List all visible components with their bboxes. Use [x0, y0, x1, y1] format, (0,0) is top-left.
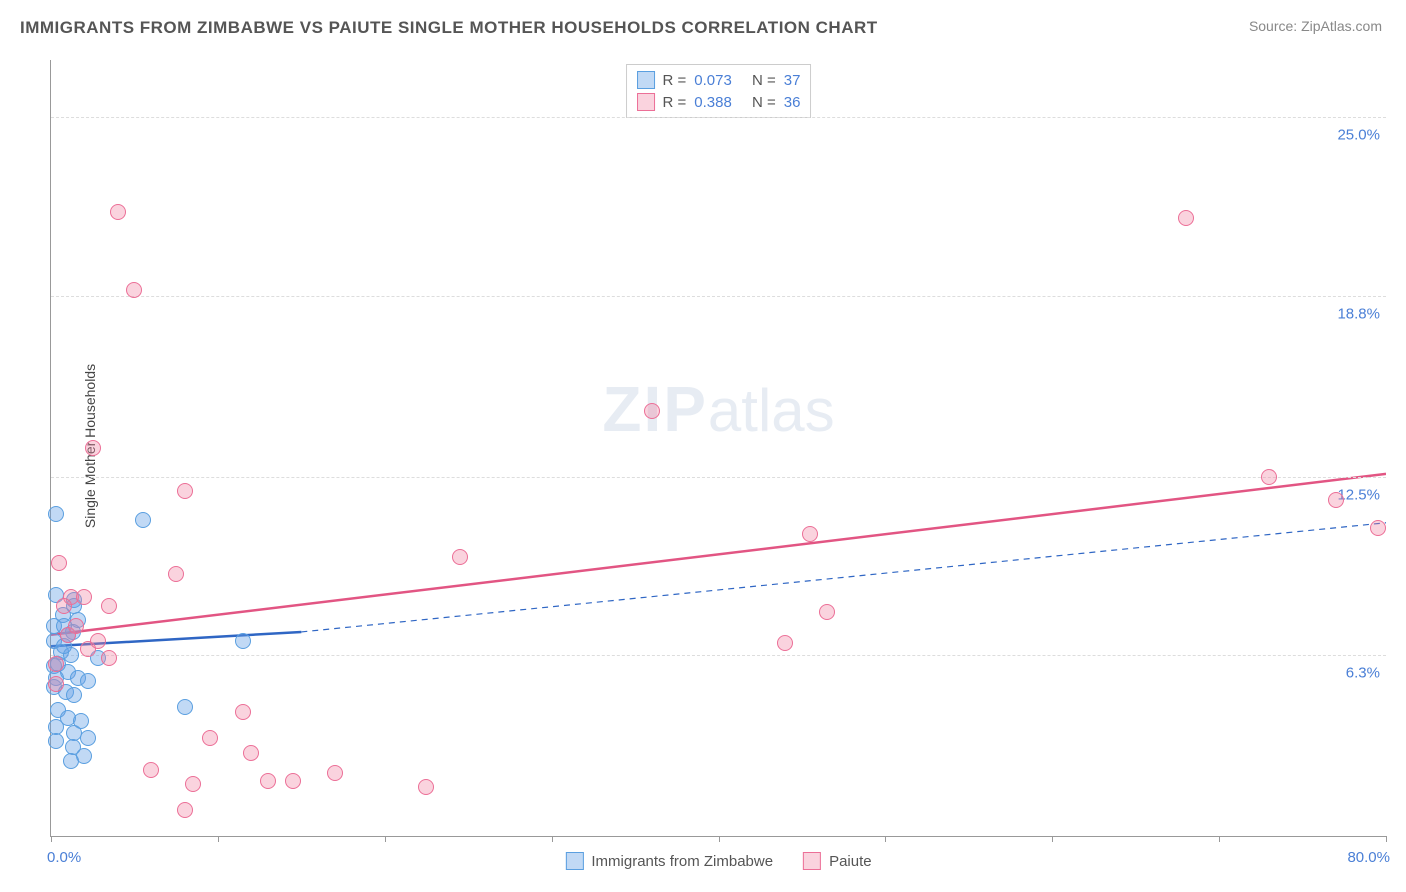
- x-tick: [1052, 836, 1053, 842]
- data-point: [68, 618, 84, 634]
- source-label: Source: ZipAtlas.com: [1249, 18, 1382, 34]
- x-tick: [885, 836, 886, 842]
- data-point: [260, 773, 276, 789]
- data-point: [51, 555, 67, 571]
- data-point: [80, 673, 96, 689]
- data-point: [644, 403, 660, 419]
- data-point: [56, 598, 72, 614]
- legend-item: Paiute: [803, 852, 872, 870]
- data-point: [85, 440, 101, 456]
- x-tick: [218, 836, 219, 842]
- r-label: R =: [663, 72, 687, 89]
- x-tick: [719, 836, 720, 842]
- legend-item-label: Paiute: [829, 853, 872, 870]
- correlation-chart: IMMIGRANTS FROM ZIMBABWE VS PAIUTE SINGL…: [0, 0, 1406, 892]
- chart-title: IMMIGRANTS FROM ZIMBABWE VS PAIUTE SINGL…: [20, 18, 878, 38]
- data-point: [1370, 520, 1386, 536]
- x-tick: [51, 836, 52, 842]
- data-point: [235, 704, 251, 720]
- x-max-label: 80.0%: [1347, 849, 1390, 866]
- data-point: [802, 526, 818, 542]
- gridline: [51, 477, 1386, 478]
- data-point: [110, 204, 126, 220]
- x-tick: [552, 836, 553, 842]
- data-point: [177, 802, 193, 818]
- r-value: 0.388: [694, 94, 732, 111]
- n-value: 36: [784, 94, 801, 111]
- gridline: [51, 117, 1386, 118]
- n-label: N =: [752, 94, 776, 111]
- data-point: [168, 566, 184, 582]
- data-point: [777, 635, 793, 651]
- legend-stats-row: R = 0.388 N = 36: [637, 91, 801, 113]
- data-point: [48, 506, 64, 522]
- gridline: [51, 296, 1386, 297]
- data-point: [452, 549, 468, 565]
- swatch-series-b: [637, 93, 655, 111]
- data-point: [101, 598, 117, 614]
- swatch-series-a: [637, 71, 655, 89]
- data-point: [418, 779, 434, 795]
- data-point: [48, 656, 64, 672]
- y-tick-label: 25.0%: [1337, 127, 1380, 144]
- data-point: [243, 745, 259, 761]
- data-point: [1328, 492, 1344, 508]
- data-point: [177, 483, 193, 499]
- r-label: R =: [663, 94, 687, 111]
- data-point: [48, 733, 64, 749]
- swatch-series-a: [565, 852, 583, 870]
- plot-area: ZIPatlas R = 0.073 N = 37 R = 0.388 N = …: [50, 60, 1386, 837]
- y-tick-label: 18.8%: [1337, 305, 1380, 322]
- data-point: [135, 512, 151, 528]
- watermark: ZIPatlas: [602, 372, 834, 446]
- data-point: [48, 676, 64, 692]
- data-point: [1178, 210, 1194, 226]
- legend-series: Immigrants from Zimbabwe Paiute: [565, 852, 871, 870]
- data-point: [80, 730, 96, 746]
- trendline: [301, 523, 1386, 632]
- legend-stats-row: R = 0.073 N = 37: [637, 69, 801, 91]
- legend-item-label: Immigrants from Zimbabwe: [591, 853, 773, 870]
- data-point: [235, 633, 251, 649]
- r-value: 0.073: [694, 72, 732, 89]
- trendlines-svg: [51, 60, 1386, 836]
- x-tick: [385, 836, 386, 842]
- data-point: [90, 633, 106, 649]
- gridline: [51, 655, 1386, 656]
- y-tick-label: 6.3%: [1346, 664, 1380, 681]
- x-min-label: 0.0%: [47, 849, 81, 866]
- data-point: [76, 589, 92, 605]
- data-point: [819, 604, 835, 620]
- data-point: [327, 765, 343, 781]
- trendline: [51, 474, 1386, 635]
- data-point: [63, 753, 79, 769]
- data-point: [1261, 469, 1277, 485]
- swatch-series-b: [803, 852, 821, 870]
- legend-stats: R = 0.073 N = 37 R = 0.388 N = 36: [626, 64, 812, 118]
- legend-item: Immigrants from Zimbabwe: [565, 852, 773, 870]
- x-tick: [1386, 836, 1387, 842]
- n-label: N =: [752, 72, 776, 89]
- x-tick: [1219, 836, 1220, 842]
- data-point: [177, 699, 193, 715]
- n-value: 37: [784, 72, 801, 89]
- data-point: [126, 282, 142, 298]
- data-point: [285, 773, 301, 789]
- data-point: [143, 762, 159, 778]
- data-point: [66, 687, 82, 703]
- data-point: [185, 776, 201, 792]
- data-point: [202, 730, 218, 746]
- data-point: [101, 650, 117, 666]
